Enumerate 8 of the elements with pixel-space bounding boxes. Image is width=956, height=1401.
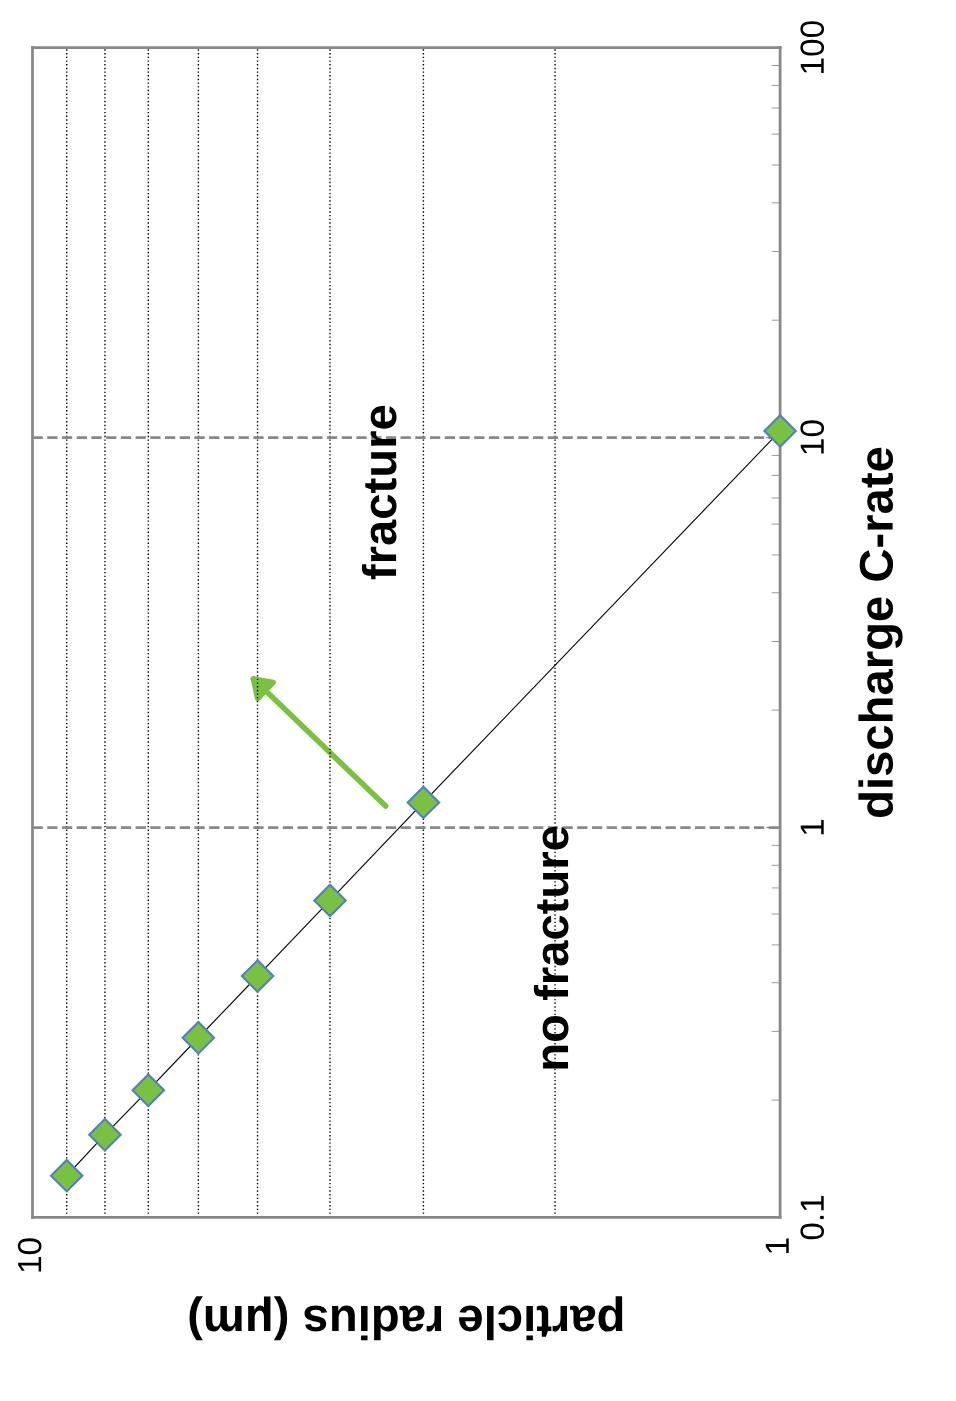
- y-tick-label: 0.1: [800, 1195, 825, 1240]
- y-axis-title: discharge C-rate: [858, 447, 903, 817]
- y-tick-label: 1: [800, 819, 824, 835]
- x-axis-title: particle radius (μm): [189, 1296, 623, 1341]
- annotation: fracture: [361, 405, 397, 580]
- y-tick-label: 10: [800, 420, 825, 454]
- annotation: no fracture: [533, 826, 569, 1069]
- y-tick-label: 100: [800, 21, 825, 73]
